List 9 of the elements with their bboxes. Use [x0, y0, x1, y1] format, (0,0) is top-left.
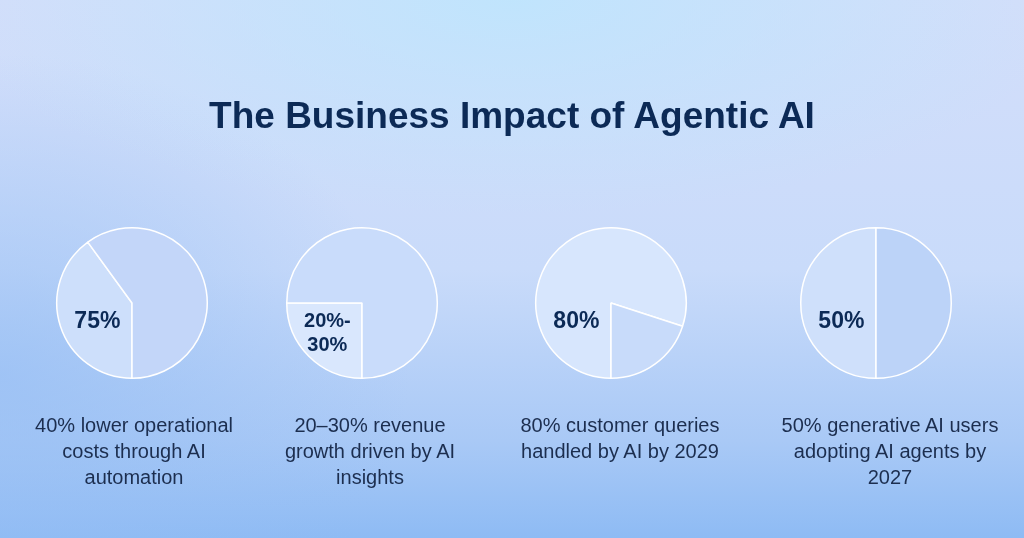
text: The Business Impact of Agentic AI: [209, 94, 815, 138]
text: 75%: [74, 307, 121, 334]
text: 50% generative AI users adopting AI agents by 2027: [780, 413, 1000, 490]
data-label: 50%: [818, 307, 865, 334]
text: 40% lower operational costs through AI automation: [34, 413, 234, 490]
text: 20%-30%: [304, 309, 351, 356]
text: 80% customer queries handled by AI by 2029: [519, 413, 721, 464]
data-label: 80%: [553, 307, 600, 334]
text: 20–30% revenue growth driven by AI insights: [283, 413, 457, 490]
